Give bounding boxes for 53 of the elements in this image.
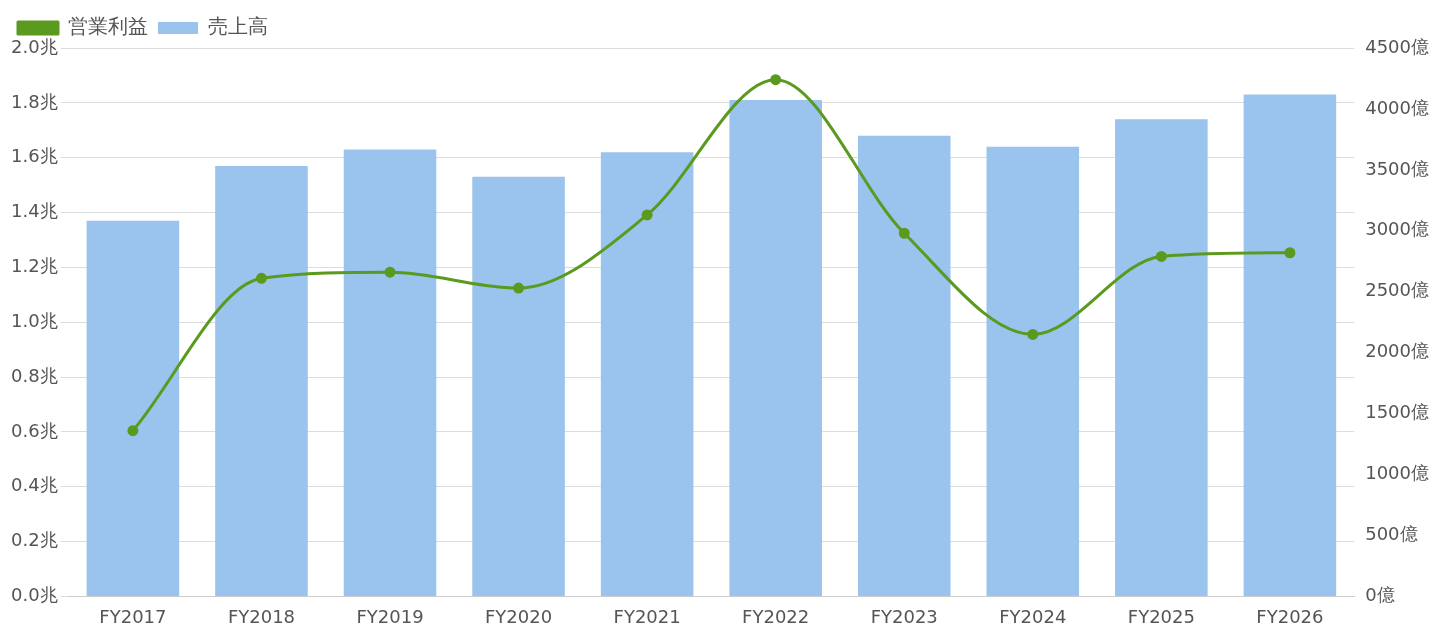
- bar: [343, 149, 437, 596]
- y2-tick-label: 4000億: [1365, 96, 1429, 118]
- y-tick-label: 0.0兆: [10, 584, 58, 606]
- y-tick-label: 0.8兆: [10, 364, 58, 386]
- bar: [1243, 94, 1337, 596]
- point: [384, 266, 396, 278]
- point: [641, 209, 653, 221]
- bar: [857, 135, 951, 596]
- y2-tick-label: 2500億: [1365, 279, 1429, 301]
- point: [1284, 247, 1296, 259]
- x-tick-label: FY2022: [742, 605, 810, 627]
- x-tick-label: FY2020: [484, 605, 553, 627]
- y-tick-label: 1.4兆: [10, 200, 58, 222]
- bar: [215, 165, 308, 596]
- y2-tick-label: 3000億: [1365, 218, 1429, 240]
- y-tick-label: 1.2兆: [10, 255, 58, 277]
- y-tick-label: 2.0兆: [10, 35, 58, 57]
- x-tick-label: FY2021: [613, 605, 681, 627]
- x-tick-label: FY2018: [227, 605, 296, 627]
- point: [770, 74, 782, 86]
- y-tick-label: 1.0兆: [10, 309, 58, 331]
- bar: [472, 176, 565, 596]
- y2-tick-label: 4500億: [1365, 35, 1429, 57]
- y2-tick-label: 500億: [1365, 523, 1418, 545]
- y2-tick-label: 1000億: [1365, 462, 1429, 484]
- bar: [86, 220, 180, 596]
- y-tick-label: 0.2兆: [10, 529, 58, 551]
- point: [255, 272, 267, 284]
- y-tick-label: 1.8兆: [10, 90, 58, 112]
- point: [1027, 328, 1039, 340]
- point: [513, 282, 525, 294]
- y-tick-label: 1.6兆: [10, 145, 58, 167]
- x-tick-label: FY2017: [99, 605, 167, 627]
- x-tick-label: FY2025: [1127, 605, 1195, 627]
- x-tick-label: FY2019: [356, 605, 424, 627]
- y2-tick-label: 0億: [1365, 584, 1395, 606]
- x-tick-label: FY2023: [870, 605, 938, 627]
- legend-label: 営業利益: [68, 14, 148, 39]
- bar: [729, 100, 822, 596]
- point: [898, 227, 910, 239]
- y-tick-label: 0.4兆: [10, 474, 58, 496]
- y-tick-label: 0.6兆: [10, 419, 58, 441]
- y2-tick-label: 2000億: [1365, 340, 1429, 362]
- legend-label: 売上高: [208, 14, 268, 39]
- point: [127, 425, 139, 437]
- y2-tick-label: 3500億: [1365, 157, 1429, 179]
- x-tick-label: FY2024: [999, 605, 1067, 627]
- point: [1155, 250, 1167, 262]
- bar: [600, 152, 694, 596]
- y2-tick-label: 1500億: [1365, 401, 1429, 423]
- x-tick-label: FY2026: [1256, 605, 1324, 627]
- bar: [1115, 119, 1208, 596]
- bar: [986, 146, 1080, 596]
